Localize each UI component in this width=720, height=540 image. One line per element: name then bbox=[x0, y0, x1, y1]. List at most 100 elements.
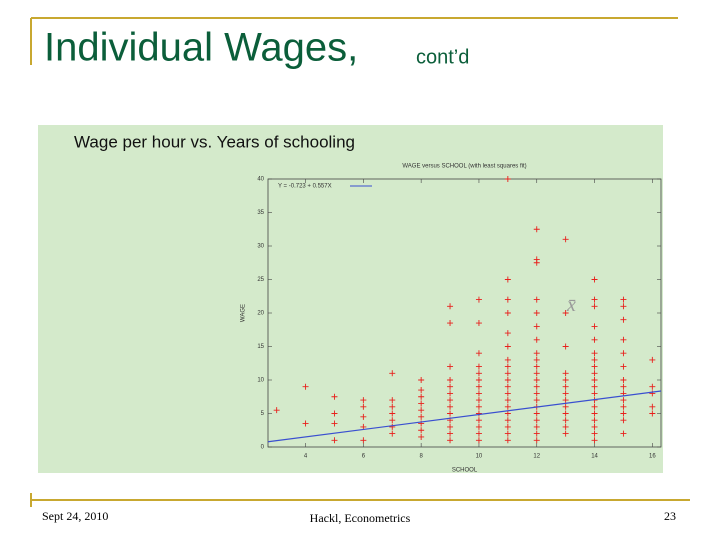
point bbox=[447, 423, 454, 430]
point bbox=[389, 370, 396, 377]
point bbox=[389, 397, 396, 404]
point bbox=[475, 417, 482, 424]
y-tick-label: 15 bbox=[257, 344, 264, 350]
point bbox=[533, 390, 540, 397]
footer-date: Sept 24, 2010 bbox=[42, 509, 108, 523]
point bbox=[562, 423, 569, 430]
point bbox=[649, 383, 656, 390]
y-tick-label: 35 bbox=[257, 210, 264, 216]
point bbox=[649, 390, 656, 397]
x-tick-label: 4 bbox=[304, 454, 308, 460]
point bbox=[533, 336, 540, 343]
point bbox=[533, 323, 540, 330]
point bbox=[418, 433, 425, 440]
point bbox=[562, 403, 569, 410]
point bbox=[533, 423, 540, 430]
point bbox=[302, 383, 309, 390]
point bbox=[475, 403, 482, 410]
point bbox=[562, 417, 569, 424]
point bbox=[418, 387, 425, 394]
point bbox=[533, 350, 540, 357]
point bbox=[533, 259, 540, 266]
point bbox=[562, 236, 569, 243]
y-tick-label: 0 bbox=[261, 445, 265, 451]
point bbox=[533, 310, 540, 316]
point bbox=[475, 397, 482, 404]
point bbox=[418, 427, 425, 434]
point bbox=[620, 303, 627, 310]
y-tick-label: 40 bbox=[257, 177, 264, 183]
point bbox=[504, 363, 511, 370]
point bbox=[504, 383, 511, 390]
point bbox=[389, 430, 396, 437]
point bbox=[447, 377, 454, 383]
point bbox=[533, 437, 540, 444]
point bbox=[591, 350, 598, 357]
point bbox=[591, 370, 598, 377]
point bbox=[533, 410, 540, 417]
page-number: 23 bbox=[664, 509, 676, 523]
point bbox=[447, 397, 454, 404]
point bbox=[475, 370, 482, 377]
point bbox=[475, 430, 482, 437]
point bbox=[533, 226, 540, 233]
point bbox=[562, 370, 569, 377]
point bbox=[562, 377, 569, 383]
point bbox=[504, 356, 511, 363]
point bbox=[620, 397, 627, 404]
point bbox=[418, 407, 425, 414]
point bbox=[591, 336, 598, 343]
point bbox=[620, 316, 627, 323]
point bbox=[331, 437, 338, 444]
x-tick-label: 14 bbox=[591, 454, 598, 460]
point bbox=[504, 417, 511, 424]
point bbox=[475, 423, 482, 430]
point bbox=[533, 430, 540, 437]
point bbox=[591, 383, 598, 390]
point bbox=[620, 363, 627, 370]
slide-subtitle: Wage per hour vs. Years of schooling bbox=[74, 132, 355, 151]
x-tick-label: 12 bbox=[533, 454, 540, 460]
point bbox=[591, 437, 598, 444]
x-tick-label: 6 bbox=[362, 454, 366, 460]
point bbox=[591, 296, 598, 303]
point bbox=[620, 377, 627, 383]
point bbox=[418, 393, 425, 400]
point bbox=[504, 410, 511, 417]
point bbox=[504, 310, 511, 316]
point bbox=[331, 393, 338, 400]
point bbox=[649, 356, 656, 363]
point bbox=[504, 377, 511, 383]
point bbox=[533, 363, 540, 370]
point bbox=[533, 377, 540, 383]
point bbox=[418, 400, 425, 407]
point bbox=[504, 296, 511, 303]
point bbox=[620, 417, 627, 424]
x-tick-label: 8 bbox=[419, 454, 423, 460]
point bbox=[504, 370, 511, 377]
point bbox=[562, 383, 569, 390]
y-tick-label: 30 bbox=[257, 244, 264, 250]
point bbox=[620, 350, 627, 357]
point bbox=[591, 356, 598, 363]
point bbox=[273, 407, 280, 414]
footer-center: Hackl, Econometrics bbox=[310, 511, 411, 525]
point bbox=[447, 437, 454, 444]
point bbox=[418, 413, 425, 420]
point bbox=[504, 390, 511, 397]
chart-title: WAGE versus SCHOOL (with least squares f… bbox=[402, 164, 526, 170]
fit-line bbox=[267, 390, 662, 443]
point bbox=[475, 296, 482, 303]
point bbox=[591, 410, 598, 417]
point bbox=[447, 320, 454, 327]
point bbox=[562, 390, 569, 397]
point bbox=[475, 390, 482, 397]
point bbox=[591, 390, 598, 397]
y-tick-label: 10 bbox=[257, 378, 264, 384]
chart-panel bbox=[38, 125, 663, 473]
point bbox=[504, 397, 511, 404]
point bbox=[620, 410, 627, 417]
point bbox=[620, 383, 627, 390]
point bbox=[360, 413, 367, 420]
